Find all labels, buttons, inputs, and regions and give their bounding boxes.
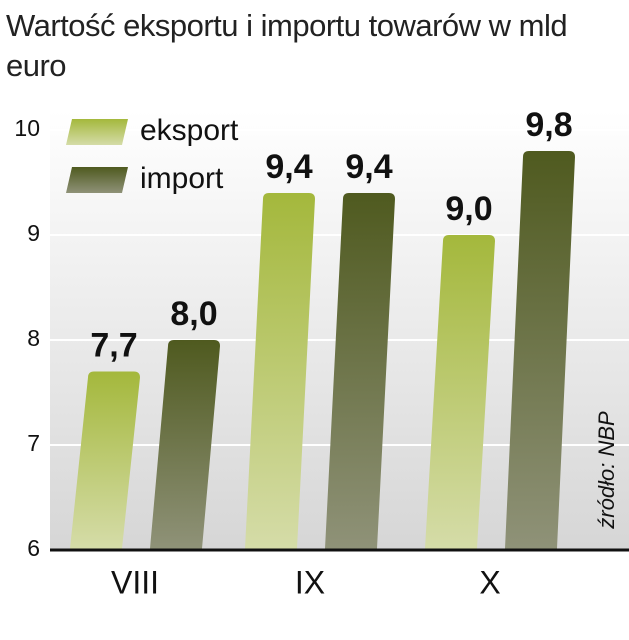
y-tick-label: 9	[27, 220, 40, 246]
value-label: 8,0	[170, 295, 217, 333]
y-tick-label: 6	[27, 535, 40, 561]
source-note: źródło: NBP	[594, 411, 619, 530]
y-tick-label: 8	[27, 325, 40, 351]
bar	[425, 235, 495, 549]
bar	[150, 340, 220, 549]
value-label: 7,7	[90, 326, 137, 364]
bar	[70, 371, 140, 549]
value-label: 9,0	[445, 190, 492, 228]
legend-label: eksport	[140, 114, 239, 147]
legend-label: import	[140, 162, 224, 195]
bar	[245, 193, 315, 549]
value-label: 9,8	[525, 106, 572, 144]
x-tick-label: IX	[295, 564, 325, 600]
x-tick-label: VIII	[111, 564, 159, 600]
chart-title: Wartość eksportu i importu towarów w mld…	[6, 8, 568, 83]
legend-swatch	[66, 119, 128, 145]
bar	[325, 193, 395, 549]
y-tick-label: 7	[27, 430, 40, 456]
y-tick-label: 10	[14, 115, 40, 141]
x-tick-label: X	[479, 564, 500, 600]
legend-swatch	[66, 167, 128, 193]
value-label: 9,4	[265, 148, 312, 186]
value-label: 9,4	[345, 148, 392, 186]
bar	[505, 151, 575, 549]
